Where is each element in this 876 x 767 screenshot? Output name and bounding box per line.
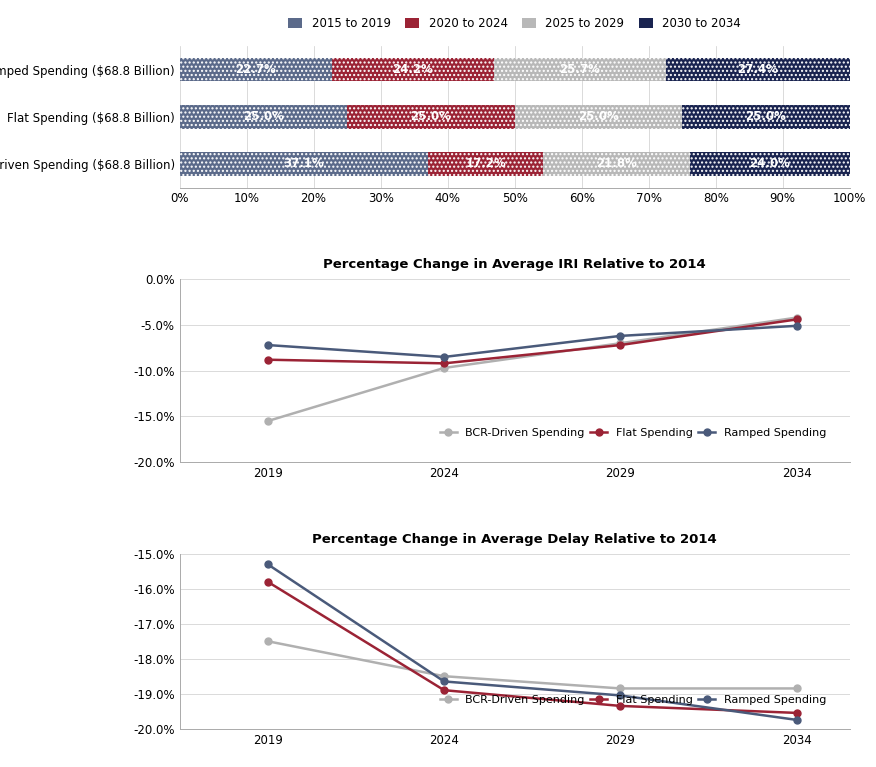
BCR-Driven Spending [792,684,802,693]
Text: 25.7%: 25.7% [560,63,600,76]
BCR-Driven Spending [439,672,449,681]
Bar [515,105,682,129]
Ramped Spending [792,716,802,725]
Flat Spending [439,359,449,368]
Ramped Spending [615,691,625,700]
Bar [666,58,850,81]
Text: 24.2%: 24.2% [392,63,434,76]
Title: Percentage Change in Average Delay Relative to 2014: Percentage Change in Average Delay Relat… [312,533,717,545]
Legend: BCR-Driven Spending, Flat Spending, Ramped Spending: BCR-Driven Spending, Flat Spending, Ramp… [435,423,830,442]
Text: 37.1%: 37.1% [284,157,324,170]
Bar [682,105,850,129]
Bar [347,105,515,129]
Legend: 2015 to 2019, 2020 to 2024, 2025 to 2029, 2030 to 2034: 2015 to 2019, 2020 to 2024, 2025 to 2029… [284,12,745,35]
BCR-Driven Spending [439,364,449,373]
Text: 25.0%: 25.0% [411,110,451,123]
Flat Spending [263,355,273,364]
Title: Percentage Change in Average IRI Relative to 2014: Percentage Change in Average IRI Relativ… [323,258,706,271]
Bar [494,58,666,81]
Line: Flat Spending: Flat Spending [265,316,801,367]
Ramped Spending [439,352,449,361]
Ramped Spending [792,321,802,331]
Text: 22.7%: 22.7% [236,63,276,76]
Legend: BCR-Driven Spending, Flat Spending, Ramped Spending: BCR-Driven Spending, Flat Spending, Ramp… [435,690,830,709]
Text: 25.0%: 25.0% [745,110,787,123]
Text: 25.0%: 25.0% [578,110,618,123]
BCR-Driven Spending [263,416,273,426]
Flat Spending [792,314,802,324]
Bar [180,58,332,81]
Flat Spending [615,701,625,710]
Flat Spending [263,578,273,587]
Bar [180,105,347,129]
BCR-Driven Spending [615,684,625,693]
Bar [332,58,494,81]
Line: BCR-Driven Spending: BCR-Driven Spending [265,314,801,424]
Ramped Spending [439,676,449,686]
Flat Spending [792,708,802,717]
Bar [689,152,851,176]
Bar [180,152,428,176]
Ramped Spending [615,331,625,341]
Text: 24.0%: 24.0% [750,157,790,170]
Text: 27.4%: 27.4% [738,63,779,76]
Text: 25.0%: 25.0% [243,110,284,123]
Ramped Spending [263,341,273,350]
Flat Spending [439,686,449,695]
Line: Ramped Spending: Ramped Spending [265,322,801,360]
BCR-Driven Spending [792,313,802,322]
Text: 21.8%: 21.8% [596,157,637,170]
Ramped Spending [263,560,273,569]
Line: Ramped Spending: Ramped Spending [265,561,801,723]
Text: 17.2%: 17.2% [465,157,506,170]
Line: BCR-Driven Spending: BCR-Driven Spending [265,638,801,692]
BCR-Driven Spending [615,338,625,347]
Flat Spending [615,341,625,350]
BCR-Driven Spending [263,637,273,646]
Bar [428,152,543,176]
Bar [543,152,689,176]
Line: Flat Spending: Flat Spending [265,578,801,716]
